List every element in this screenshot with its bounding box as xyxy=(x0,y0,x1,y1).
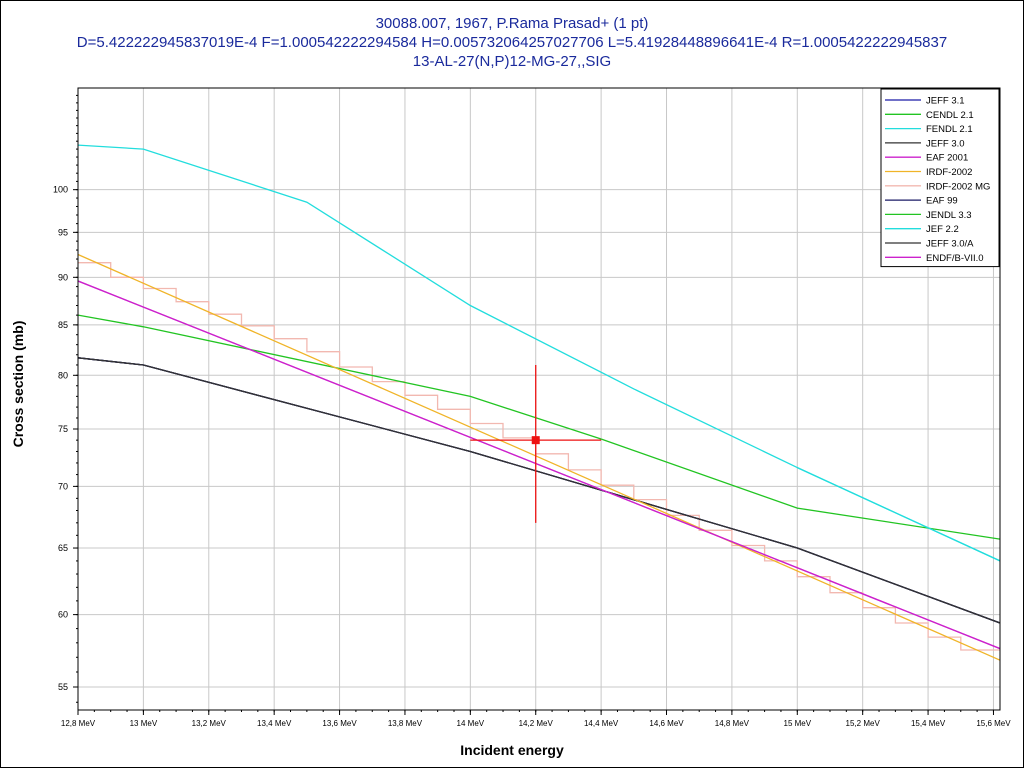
x-tick-label: 13,8 MeV xyxy=(388,719,423,728)
plot-area-border xyxy=(77,87,1001,711)
x-tick-label: 14,4 MeV xyxy=(584,719,619,728)
y-tick-label: 90 xyxy=(58,272,68,282)
x-tick-label: 15,2 MeV xyxy=(846,719,881,728)
y-tick-label: 65 xyxy=(58,543,68,553)
legend-label-fendl-2-1: FENDL 2.1 xyxy=(926,124,973,135)
y-tick-label: 75 xyxy=(58,424,68,434)
measurement-point xyxy=(531,436,540,445)
legend-box xyxy=(880,88,1000,268)
legend-label-endf-b-vii-0: ENDF/B-VII.0 xyxy=(926,253,984,264)
x-tick-label: 13,6 MeV xyxy=(322,719,357,728)
y-tick-label: 60 xyxy=(58,610,68,620)
chart-title-line-2: D=5.422222945837019E-4 F=1.0005422222945… xyxy=(76,34,948,51)
x-axis-ticks: 12,8 MeV 13 MeV 13,2 MeV 13,4 MeV 13,6 MeV 13… xyxy=(61,710,1011,728)
legend-label-irdf-2002-mg: IRDF-2002 MG xyxy=(926,181,990,192)
x-tick-label: 14,8 MeV xyxy=(715,719,750,728)
series-layer xyxy=(78,144,1000,661)
legend-label-jendl-3-3: JENDL 3.3 xyxy=(926,210,972,221)
y-tick-label: 85 xyxy=(58,320,68,330)
y-tick-label: 80 xyxy=(58,370,68,380)
series-line-endf-b-vii-0 xyxy=(78,280,1000,650)
x-tick-label: 13,2 MeV xyxy=(192,719,227,728)
series-line-jef-2-2 xyxy=(797,467,1000,562)
series-line-jeff-3-0 xyxy=(78,357,1000,624)
legend-label-irdf-2002: IRDF-2002 xyxy=(926,167,972,178)
legend-label-jef-2-2: JEF 2.2 xyxy=(926,224,959,235)
x-tick-label: 12,8 MeV xyxy=(61,719,96,728)
legend-label-eaf-2001: EAF 2001 xyxy=(926,153,968,164)
x-tick-label: 15 MeV xyxy=(784,719,812,728)
chart-title-line-3: 13-AL-27(N,P)12-MG-27,,SIG xyxy=(412,53,612,70)
grid-lines xyxy=(77,88,1000,710)
legend-label-cendl-2-1: CENDL 2.1 xyxy=(926,110,974,121)
x-tick-label: 14,6 MeV xyxy=(649,719,684,728)
legend-label-eaf-99: EAF 99 xyxy=(926,196,958,207)
series-line-jeff-3-0-a xyxy=(78,357,1000,624)
x-tick-label: 13,4 MeV xyxy=(257,719,292,728)
x-tick-label: 14,2 MeV xyxy=(519,719,554,728)
y-axis-ticks: 55 60 65 70 75 80 85 90 95 100 xyxy=(53,94,78,703)
y-tick-label: 95 xyxy=(58,227,68,237)
legend-label-jeff-3-0-a: JEFF 3.0/A xyxy=(926,239,974,250)
x-axis-label: Incident energy xyxy=(460,742,564,758)
series-line-jendl-3-3 xyxy=(600,438,1000,540)
legend-label-jeff-3-1: JEFF 3.1 xyxy=(926,96,965,107)
x-tick-label: 13 MeV xyxy=(130,719,158,728)
measurement-layer xyxy=(470,364,602,523)
y-tick-label: 100 xyxy=(53,185,68,195)
legend-label-jeff-3-0: JEFF 3.0 xyxy=(926,138,965,149)
x-tick-label: 14 MeV xyxy=(457,719,485,728)
series-line-fendl-2-1 xyxy=(78,144,1000,562)
chart-title-line-1: 30088.007, 1967, P.Rama Prasad+ (1 pt) xyxy=(375,15,649,32)
y-tick-label: 55 xyxy=(58,682,68,692)
x-tick-label: 15,6 MeV xyxy=(976,719,1011,728)
y-tick-label: 70 xyxy=(58,481,68,491)
y-axis-label: Cross section (mb) xyxy=(10,321,26,448)
series-line-irdf-2002-mg xyxy=(78,262,1000,651)
x-tick-label: 15,4 MeV xyxy=(911,719,946,728)
series-line-eaf-99 xyxy=(78,357,1000,624)
series-line-jeff-3-1 xyxy=(78,357,1000,624)
legend: JEFF 3.1 CENDL 2.1 FENDL 2.1 JEFF 3.0 EAF 20… xyxy=(880,88,1000,268)
series-line-irdf-2002 xyxy=(78,253,1000,661)
